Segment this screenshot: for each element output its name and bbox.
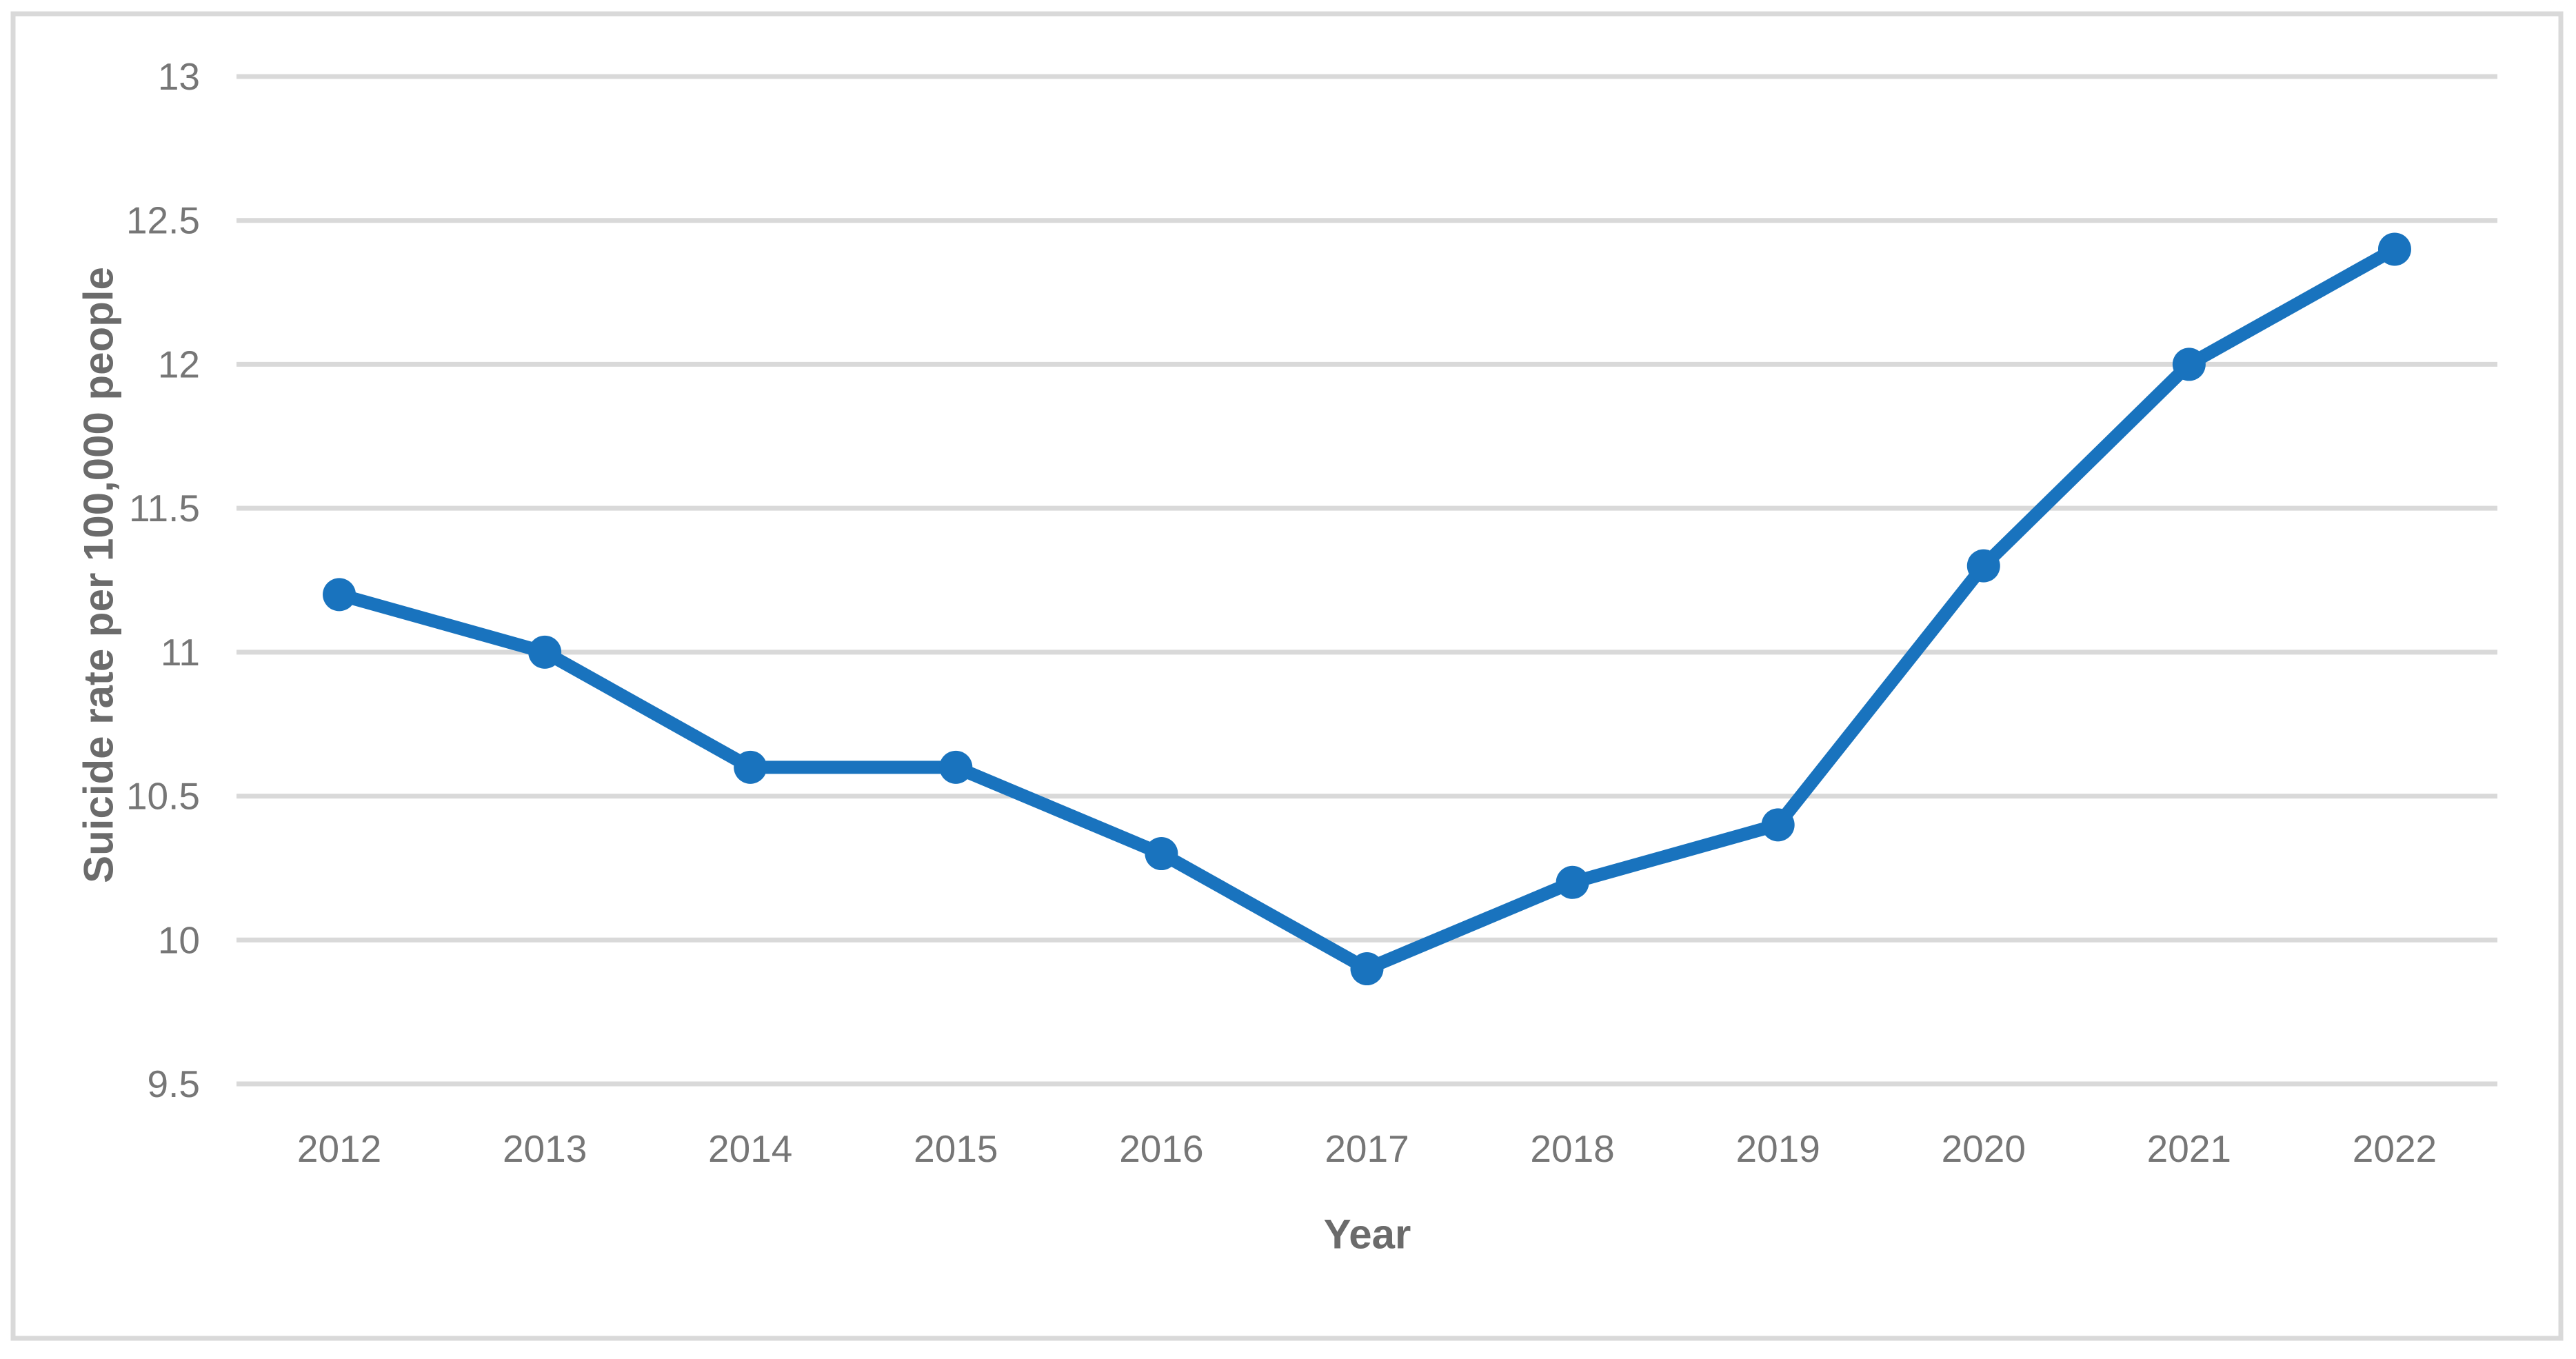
data-point-marker xyxy=(1761,808,1795,842)
data-point-marker xyxy=(1145,837,1178,871)
x-tick-label: 2016 xyxy=(1119,1127,1203,1170)
x-tick-label: 2018 xyxy=(1530,1127,1614,1170)
x-tick-label: 2015 xyxy=(914,1127,998,1170)
data-point-marker xyxy=(734,750,767,784)
y-axis-tick-labels: 13 12.5 12 11.5 11 10.5 10 9.5 xyxy=(126,55,200,1105)
x-tick-label: 2014 xyxy=(708,1127,792,1170)
x-tick-label: 2022 xyxy=(2353,1127,2437,1170)
data-line xyxy=(332,242,2402,976)
data-point-marker xyxy=(939,750,973,784)
data-point-marker xyxy=(2377,232,2411,266)
y-tick-label: 12 xyxy=(158,343,200,385)
x-tick-label: 2017 xyxy=(1325,1127,1409,1170)
data-point-marker xyxy=(2172,348,2206,381)
y-tick-label: 9.5 xyxy=(148,1063,200,1105)
y-axis-title: Suicide rate per 100,000 people xyxy=(76,267,122,883)
gridlines xyxy=(237,74,2497,1087)
data-point-marker xyxy=(1966,549,2000,583)
x-tick-label: 2013 xyxy=(503,1127,587,1170)
y-tick-label: 11.5 xyxy=(129,487,200,530)
data-point-marker xyxy=(528,635,562,669)
chart-area-border xyxy=(10,11,2564,1341)
y-tick-label: 11 xyxy=(161,631,200,674)
x-tick-label: 2012 xyxy=(297,1127,381,1170)
y-tick-label: 10.5 xyxy=(126,775,200,818)
data-point-marker xyxy=(1350,952,1384,986)
x-tick-label: 2021 xyxy=(2147,1127,2231,1170)
data-point-marker xyxy=(1556,865,1589,899)
x-axis-tick-labels: 2012 2013 2014 2015 2016 2017 2018 2019 2020 2021… xyxy=(297,1127,2437,1170)
x-tick-label: 2020 xyxy=(1942,1127,2026,1170)
y-tick-label: 13 xyxy=(158,55,200,98)
y-tick-label: 10 xyxy=(158,918,200,961)
data-point-marker xyxy=(323,578,356,612)
y-tick-label: 12.5 xyxy=(126,199,200,242)
x-axis-title: Year xyxy=(1324,1211,1411,1258)
data-point-markers xyxy=(323,232,2411,986)
x-tick-label: 2019 xyxy=(1736,1127,1820,1170)
